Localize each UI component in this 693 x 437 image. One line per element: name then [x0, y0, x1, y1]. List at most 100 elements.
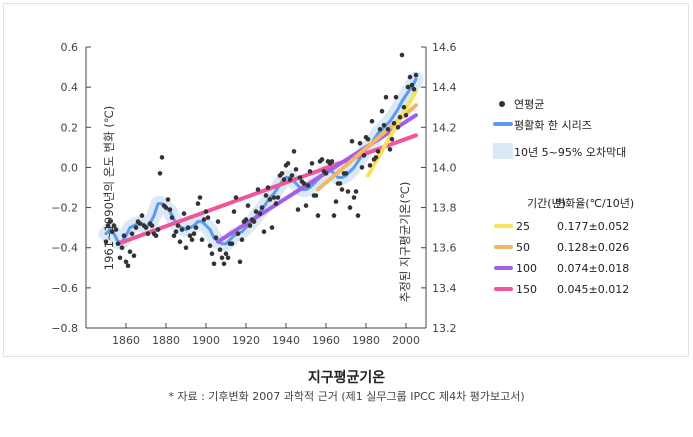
x-tick-label: 1980: [352, 334, 380, 347]
annual-point: [257, 211, 263, 216]
y-right-tick-label: 13.4: [432, 282, 457, 295]
annual-point: [323, 171, 329, 176]
annual-point: [197, 195, 203, 200]
annual-point: [343, 171, 349, 176]
annual-point: [189, 237, 195, 242]
legend-trend-swatch-50: [494, 245, 513, 249]
annual-point: [243, 217, 249, 222]
annual-point: [337, 181, 343, 186]
annual-point: [293, 167, 299, 172]
annual-point: [155, 227, 161, 232]
annual-point: [389, 137, 395, 142]
annual-point: [295, 207, 301, 212]
annual-point: [351, 195, 357, 200]
legend-trend-rate: 0.128±0.026: [557, 241, 629, 254]
annual-point: [253, 209, 259, 214]
legend-trend-period: 50: [516, 241, 530, 254]
annual-point: [397, 114, 403, 120]
annual-point: [407, 74, 413, 80]
legend-rate-header: 변화율(℃/10년): [555, 197, 634, 210]
annual-point: [157, 171, 163, 176]
annual-point: [127, 249, 133, 254]
x-tick-label: 1920: [232, 334, 260, 347]
annual-point: [333, 199, 339, 204]
annual-point: [393, 94, 399, 100]
annual-point: [301, 181, 307, 186]
y-right-tick-label: 14.6: [432, 41, 457, 54]
chart-panel: [3, 3, 689, 357]
annual-point: [133, 225, 139, 230]
annual-point: [125, 263, 131, 269]
annual-point: [357, 141, 363, 146]
annual-point: [375, 149, 381, 154]
annual-point: [179, 227, 185, 232]
annual-point: [199, 237, 205, 242]
annual-point: [187, 233, 193, 238]
annual-point: [177, 239, 183, 244]
annual-point: [129, 231, 135, 236]
annual-point: [303, 203, 309, 208]
legend-smoothed-marker: [493, 122, 513, 126]
chart-title: 지구평균기온: [307, 370, 386, 386]
annual-point: [365, 137, 371, 142]
y-left-tick-label: 0.6: [61, 41, 79, 54]
annual-point: [273, 201, 279, 206]
annual-point: [275, 195, 281, 200]
x-tick-label: 1900: [192, 334, 220, 347]
annual-point: [233, 195, 239, 200]
legend-trend-swatch-150: [494, 287, 513, 291]
annual-point: [313, 193, 319, 198]
annual-point: [401, 104, 407, 110]
annual-point: [399, 52, 405, 58]
annual-point: [251, 219, 257, 224]
annual-point: [291, 149, 297, 154]
annual-point: [159, 155, 165, 160]
legend-trend-period: 150: [516, 283, 537, 296]
annual-point: [377, 127, 383, 132]
y-right-tick-label: 14.2: [432, 121, 457, 134]
annual-point: [131, 253, 137, 258]
legend: 연평균 평활화 한 시리즈 10년 5~95% 오차막대 기간(년) 변화율(℃…: [493, 98, 634, 296]
annual-point: [305, 183, 311, 188]
x-tick-label: 1880: [152, 334, 180, 347]
legend-trend-rate: 0.177±0.052: [557, 220, 629, 233]
annual-point: [387, 147, 393, 152]
annual-point: [347, 205, 353, 210]
annual-point: [259, 205, 265, 210]
annual-point: [183, 245, 189, 250]
legend-trend-rows: 25 0.177±0.052 50 0.128±0.026 100 0.074±0.018…: [494, 220, 629, 296]
annual-point: [263, 193, 269, 198]
legend-trend-swatch-25: [494, 224, 513, 228]
annual-point: [171, 233, 177, 238]
legend-trend-rate: 0.045±0.012: [557, 283, 629, 296]
annual-point: [395, 125, 401, 130]
annual-point: [329, 159, 335, 164]
annual-point: [279, 171, 285, 176]
annual-point: [309, 161, 315, 166]
annual-point: [411, 86, 417, 92]
annual-point: [217, 247, 223, 252]
annual-point: [403, 112, 409, 118]
annual-point: [137, 221, 143, 226]
y-right-tick-label: 14.0: [432, 161, 457, 174]
annual-point: [195, 201, 201, 206]
annual-point: [167, 207, 173, 212]
legend-smoothed-label: 평활화 한 시리즈: [514, 118, 592, 132]
chart-source: * 자료 : 기후변화 2007 과학적 근거 (제1 실무그룹 IPCC 제4…: [168, 390, 525, 403]
annual-point: [391, 121, 397, 126]
annual-point: [331, 213, 337, 218]
y-left-tick-label: −0.6: [51, 282, 78, 295]
annual-point: [117, 255, 123, 261]
annual-point: [213, 235, 219, 240]
annual-point: [287, 177, 293, 182]
annual-point: [245, 203, 251, 208]
y-right-tick-label: 13.8: [432, 202, 457, 215]
annual-point: [185, 225, 191, 230]
annual-point: [121, 233, 127, 238]
annual-point: [361, 153, 367, 158]
legend-trend-period: 100: [516, 262, 537, 275]
legend-trend-swatch-100: [494, 266, 513, 270]
annual-point: [107, 219, 113, 224]
axes-layer: 0.6 0.4 0.2 0.0 −0.2 −0.4 −0.6 −0.8 14.6 14.4 14.2…: [51, 41, 456, 347]
annual-point: [297, 175, 303, 180]
